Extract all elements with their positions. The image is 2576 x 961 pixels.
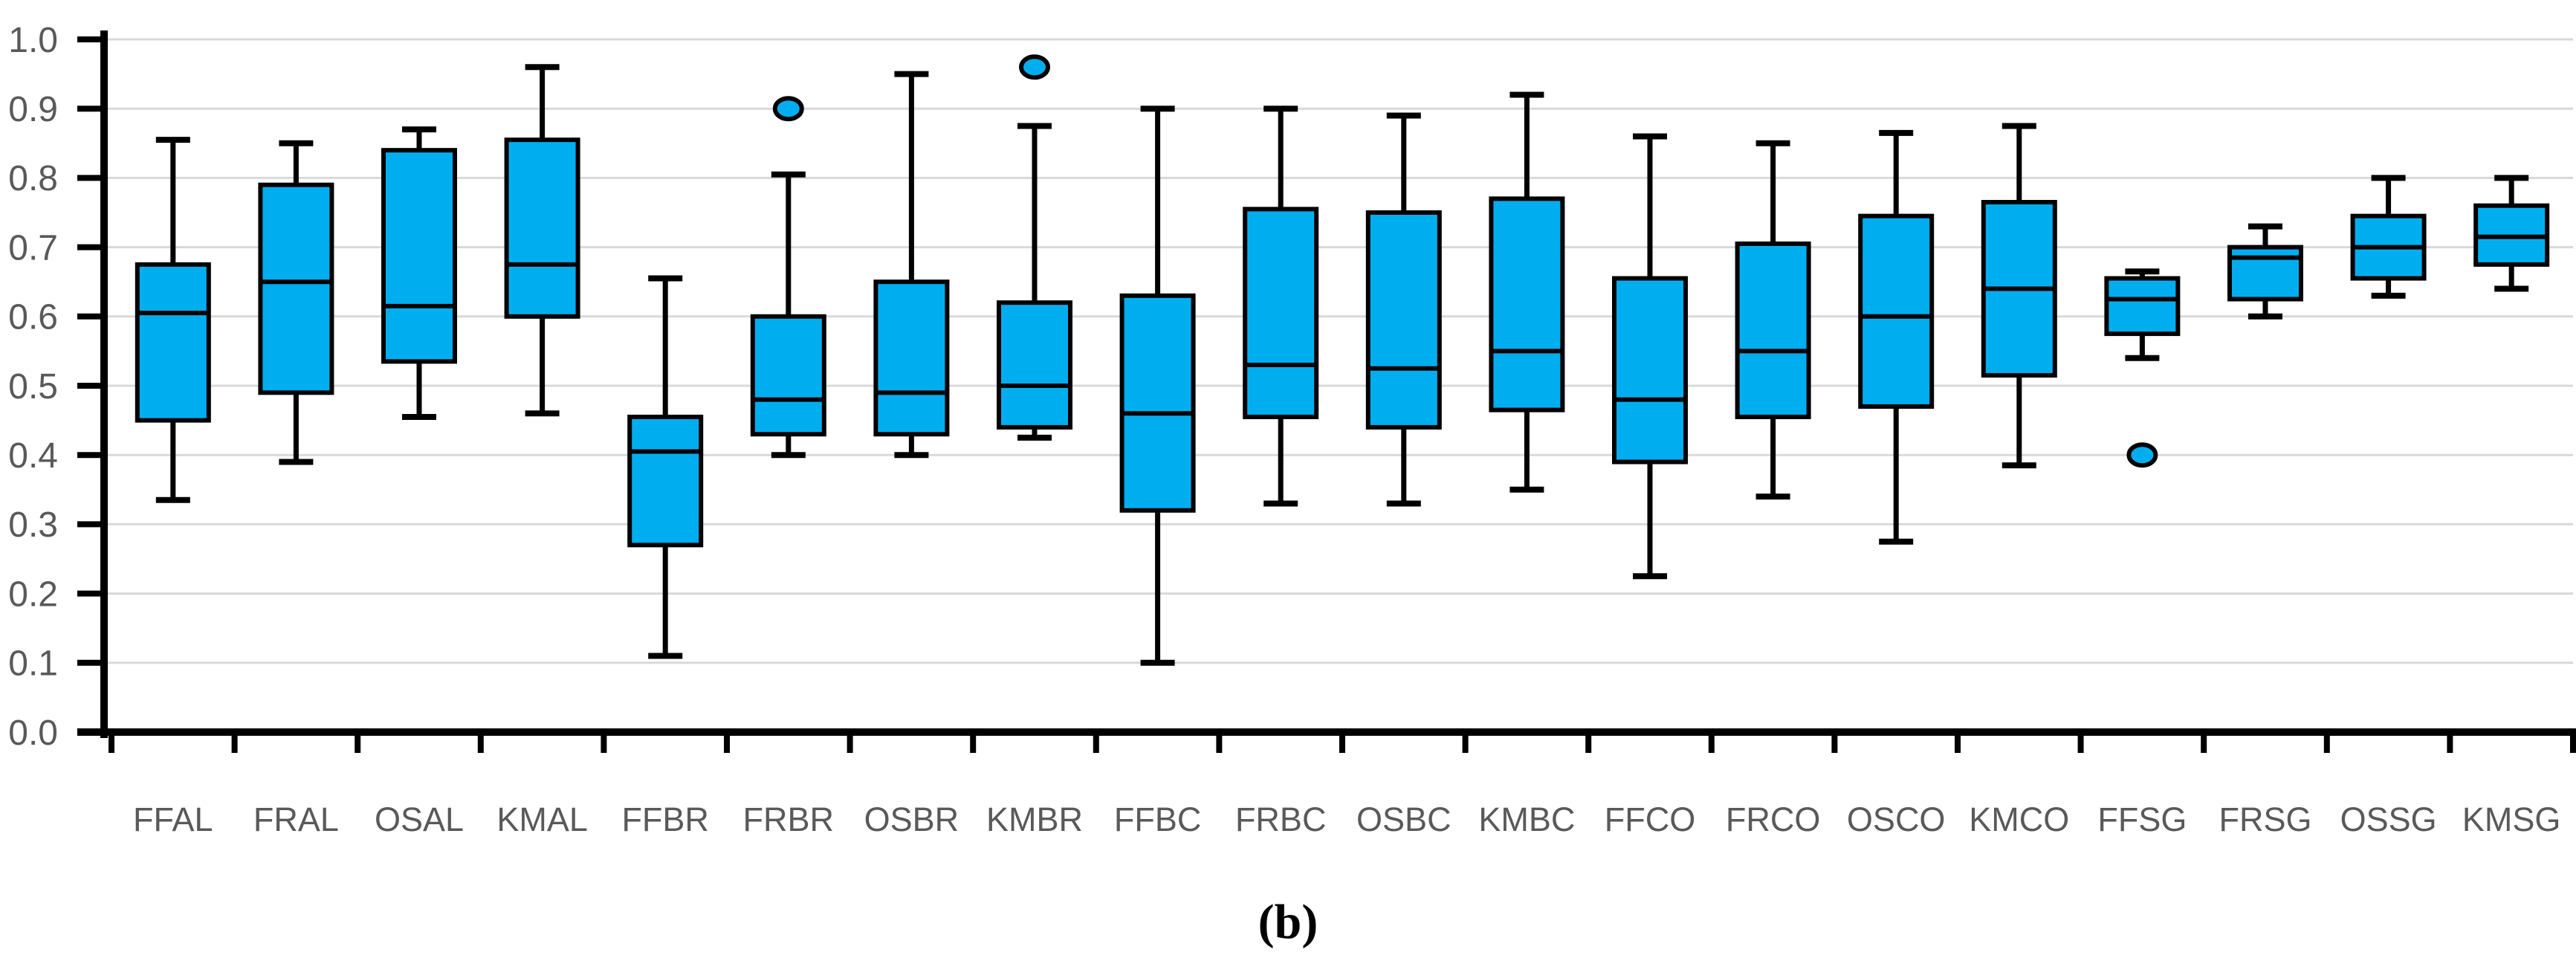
x-category-label-FRAL: FRAL xyxy=(253,800,339,838)
iqr-box xyxy=(135,262,211,423)
x-category-label-FRBR: FRBR xyxy=(743,800,835,838)
iqr-box xyxy=(627,414,704,548)
outlier-point xyxy=(1019,54,1050,80)
y-tick-label-0.8: 0.8 xyxy=(8,159,58,198)
box-OSBR xyxy=(873,71,950,459)
x-category-label-FRSG: FRSG xyxy=(2219,800,2311,838)
y-tick-label-0.1: 0.1 xyxy=(8,644,58,684)
box-FRBC xyxy=(1243,106,1319,507)
box-FFCO xyxy=(1612,133,1688,580)
box-KMAL xyxy=(504,64,580,417)
x-category-label-KMCO: KMCO xyxy=(1969,800,2069,838)
x-category-label-FFSG: FFSG xyxy=(2097,800,2187,838)
outlier-point xyxy=(2126,442,2158,468)
iqr-box xyxy=(1119,293,1196,513)
x-category-label-OSSG: OSSG xyxy=(2340,800,2437,838)
iqr-box xyxy=(504,137,580,319)
x-category-label-FFAL: FFAL xyxy=(133,800,213,838)
y-tick-label-0.2: 0.2 xyxy=(8,575,58,614)
box-FFSG xyxy=(2104,268,2181,468)
x-category-label-FFBR: FFBR xyxy=(621,800,709,838)
iqr-box xyxy=(2227,245,2303,302)
outlier-point xyxy=(772,96,804,122)
iqr-box xyxy=(1735,241,1811,419)
x-category-label-KMBR: KMBR xyxy=(986,800,1083,838)
x-category-label-KMSG: KMSG xyxy=(2462,800,2561,838)
x-category-label-FFCO: FFCO xyxy=(1605,800,1695,838)
iqr-box xyxy=(258,182,334,395)
y-tick-label-0.4: 0.4 xyxy=(8,436,58,476)
box-OSSG xyxy=(2350,175,2427,299)
iqr-box xyxy=(997,300,1072,430)
y-tick-label-0.0: 0.0 xyxy=(8,714,58,753)
iqr-box xyxy=(1858,213,1935,409)
x-category-label-OSBR: OSBR xyxy=(864,800,959,838)
box-KMCO xyxy=(1981,123,2057,469)
iqr-box xyxy=(1612,276,1688,465)
iqr-box xyxy=(1243,207,1319,419)
box-FFAL xyxy=(135,137,211,503)
box-KMBR xyxy=(997,54,1072,441)
y-tick-label-0.5: 0.5 xyxy=(8,367,58,407)
y-tick-label-0.9: 0.9 xyxy=(8,90,58,129)
x-category-label-KMAL: KMAL xyxy=(496,800,588,838)
figure-caption: (b) xyxy=(1258,895,1318,949)
x-category-label-FRCO: FRCO xyxy=(1726,800,1821,838)
box-FRCO xyxy=(1735,140,1811,500)
x-category-label-OSBC: OSBC xyxy=(1356,800,1452,838)
y-tick-label-0.6: 0.6 xyxy=(8,298,58,337)
box-FFBC xyxy=(1119,106,1196,666)
y-tick-label-0.3: 0.3 xyxy=(8,505,58,545)
iqr-box xyxy=(1365,210,1442,430)
box-OSAL xyxy=(381,126,457,420)
box-FRAL xyxy=(258,140,334,465)
x-category-label-FRBC: FRBC xyxy=(1235,800,1327,838)
y-tick-label-0.7: 0.7 xyxy=(8,228,58,268)
box-KMBC xyxy=(1489,91,1565,493)
box-OSBC xyxy=(1365,112,1442,507)
x-category-label-OSAL: OSAL xyxy=(375,800,464,838)
iqr-box xyxy=(873,279,950,437)
box-KMSG xyxy=(2473,175,2550,292)
box-FRBR xyxy=(750,96,826,459)
x-category-label-KMBC: KMBC xyxy=(1478,800,1575,838)
iqr-box xyxy=(381,148,457,364)
iqr-box xyxy=(750,314,826,437)
box-FFBR xyxy=(627,275,704,659)
y-tick-label-1.0: 1.0 xyxy=(8,21,58,60)
x-category-label-FFBC: FFBC xyxy=(1114,800,1202,838)
x-category-label-OSCO: OSCO xyxy=(1847,800,1946,838)
iqr-box xyxy=(2104,276,2181,337)
iqr-box xyxy=(1489,196,1565,412)
box-FRSG xyxy=(2227,223,2303,320)
box-OSCO xyxy=(1858,129,1935,545)
